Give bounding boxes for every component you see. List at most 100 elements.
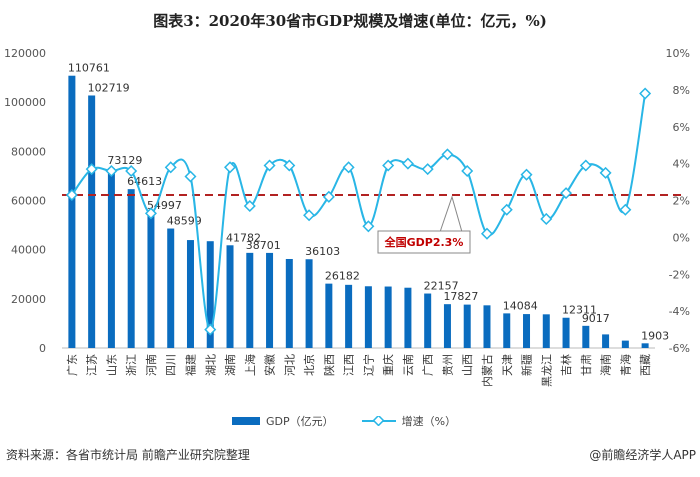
x-tick-label: 安徽 [263, 354, 277, 376]
y-right-tick-label: 10% [666, 47, 690, 60]
growth-marker [65, 188, 78, 201]
x-tick-label: 甘肃 [580, 354, 593, 376]
growth-marker [342, 161, 355, 174]
legend-gdp-swatch [232, 417, 260, 425]
gdp-bar [246, 252, 254, 348]
annotation-pointer [439, 195, 463, 233]
y-right-tick-label: 0% [673, 231, 690, 244]
gdp-data-label: 22157 [424, 280, 459, 293]
gdp-data-label: 36103 [305, 245, 340, 258]
gdp-bar [503, 313, 511, 348]
gdp-data-label: 38701 [246, 239, 281, 252]
growth-marker [441, 148, 454, 161]
x-tick-label: 山西 [461, 354, 474, 376]
growth-marker [105, 164, 118, 178]
x-tick-label: 云南 [402, 354, 415, 376]
y-right-tick-label: 6% [673, 121, 690, 134]
growth-marker [421, 163, 434, 176]
gdp-bar [582, 325, 590, 348]
gdp-data-label: 73129 [107, 154, 142, 167]
x-tick-label: 辽宁 [361, 354, 375, 376]
source-note: 资料来源：各省市统计局 前瞻产业研究院整理 [6, 448, 250, 462]
gdp-data-label: 9017 [582, 312, 610, 325]
growth-marker [639, 87, 652, 100]
x-tick-label: 北京 [302, 354, 316, 376]
gdp-data-label: 1903 [641, 329, 669, 342]
chart-title: 图表3：2020年30省市GDP规模及增速(单位：亿元，%) [153, 12, 547, 30]
gdp-data-label: 64613 [127, 175, 162, 188]
gdp-data-label: 12311 [562, 304, 597, 317]
growth-marker [322, 190, 335, 203]
growth-marker [619, 203, 632, 216]
growth-marker [85, 163, 98, 176]
gdp-bar [523, 314, 531, 348]
legend-growth-label: 增速（%） [401, 415, 457, 428]
gdp-bar [483, 305, 491, 348]
growth-marker [540, 212, 553, 225]
brand-credit: @前瞻经济学人APP [589, 448, 696, 462]
x-tick-label: 吉林 [559, 354, 573, 376]
x-tick-label: 四川 [165, 354, 178, 376]
growth-marker [401, 157, 414, 170]
gdp-bar [364, 286, 372, 348]
gdp-data-label: 17827 [443, 290, 478, 303]
x-tick-label: 上海 [243, 354, 257, 376]
y-left-tick-label: 80000 [11, 145, 46, 158]
gdp-bar [602, 334, 610, 348]
x-tick-label: 陕西 [322, 354, 336, 376]
y-left-tick-label: 100000 [4, 96, 46, 109]
y-right-tick-label: 4% [673, 158, 690, 171]
annotation-box [377, 230, 471, 254]
growth-marker [204, 323, 217, 336]
gdp-bar [68, 75, 76, 349]
x-tick-label: 西藏 [639, 354, 652, 376]
legend: GDP（亿元） 增速（%） [232, 413, 456, 429]
x-tick-label: 浙江 [125, 354, 138, 376]
gdp-bar [463, 304, 471, 348]
x-tick-label: 青海 [618, 354, 632, 376]
y-left-tick-label: 20000 [11, 293, 46, 306]
x-tick-label: 重庆 [381, 354, 395, 376]
gdp-bar [147, 212, 155, 348]
x-tick-label: 河北 [283, 354, 296, 376]
gdp-data-label: 102719 [88, 81, 130, 94]
gdp-bar [641, 343, 649, 348]
gdp-bar [88, 95, 96, 349]
gdp-bar [562, 317, 570, 348]
x-tick-label: 天津 [501, 354, 514, 376]
x-tick-label: 江苏 [86, 354, 99, 376]
x-tick-label: 广东 [66, 354, 79, 376]
y-left-tick-label: 40000 [11, 244, 46, 257]
growth-marker [560, 187, 573, 200]
y-right-tick-label: -4% [669, 305, 690, 318]
gdp-bar [167, 228, 175, 348]
gdp-data-label: 110761 [68, 62, 110, 75]
x-tick-label: 广西 [422, 354, 435, 376]
y-right-tick-label: 2% [673, 195, 690, 208]
y-right-tick-label: -6% [669, 342, 690, 355]
gdp-bar [345, 284, 353, 348]
gdp-bar [404, 287, 412, 348]
legend-gdp-label: GDP（亿元） [266, 415, 334, 428]
gdp-bar [621, 340, 629, 348]
growth-marker [520, 168, 533, 181]
growth-marker [243, 200, 256, 213]
x-tick-label: 黑龙江 [540, 354, 553, 387]
x-tick-label: 贵州 [441, 354, 454, 376]
gdp-bar [127, 189, 135, 348]
x-tick-label: 河南 [145, 354, 158, 376]
gdp-bar [542, 314, 550, 348]
gdp-bar [325, 283, 333, 348]
y-left-tick-label: 0 [39, 342, 46, 355]
annotation-label: 全国GDP2.3% [384, 235, 464, 249]
x-tick-label: 内蒙古 [480, 354, 494, 387]
y-right-tick-label: 8% [673, 84, 690, 97]
growth-marker [579, 159, 592, 172]
growth-marker [303, 209, 316, 222]
y-left-tick-label: 60000 [11, 195, 46, 208]
growth-marker [144, 207, 157, 220]
growth-marker [362, 220, 375, 233]
gdp-bar [206, 241, 214, 348]
x-tick-label: 湖南 [224, 354, 237, 376]
